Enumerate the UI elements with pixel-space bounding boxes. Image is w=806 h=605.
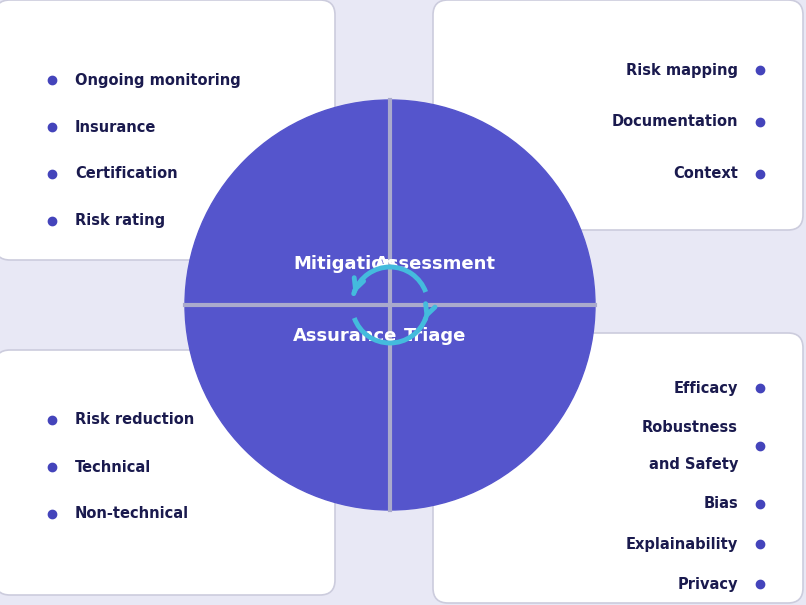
Text: Robustness: Robustness — [642, 420, 738, 436]
Text: and Safety: and Safety — [649, 457, 738, 471]
Text: Triage: Triage — [404, 327, 467, 345]
FancyBboxPatch shape — [433, 0, 803, 230]
Text: Privacy: Privacy — [678, 577, 738, 592]
Text: Efficacy: Efficacy — [674, 381, 738, 396]
Text: Insurance: Insurance — [75, 120, 156, 134]
Text: Non-technical: Non-technical — [75, 506, 189, 522]
Text: Ongoing monitoring: Ongoing monitoring — [75, 73, 241, 88]
Text: Risk mapping: Risk mapping — [626, 62, 738, 77]
Text: Explainability: Explainability — [625, 537, 738, 552]
Text: Assurance: Assurance — [293, 327, 397, 345]
Text: Certification: Certification — [75, 166, 177, 181]
Text: Mitigation: Mitigation — [293, 255, 397, 273]
FancyBboxPatch shape — [433, 333, 803, 603]
Text: Bias: Bias — [704, 497, 738, 511]
Text: Risk reduction: Risk reduction — [75, 413, 194, 428]
Circle shape — [185, 100, 595, 510]
Text: Risk rating: Risk rating — [75, 214, 165, 229]
Text: Assessment: Assessment — [375, 255, 496, 273]
Text: Context: Context — [673, 166, 738, 181]
FancyBboxPatch shape — [0, 350, 335, 595]
FancyBboxPatch shape — [0, 0, 335, 260]
Text: Technical: Technical — [75, 460, 152, 474]
Text: Documentation: Documentation — [612, 114, 738, 129]
